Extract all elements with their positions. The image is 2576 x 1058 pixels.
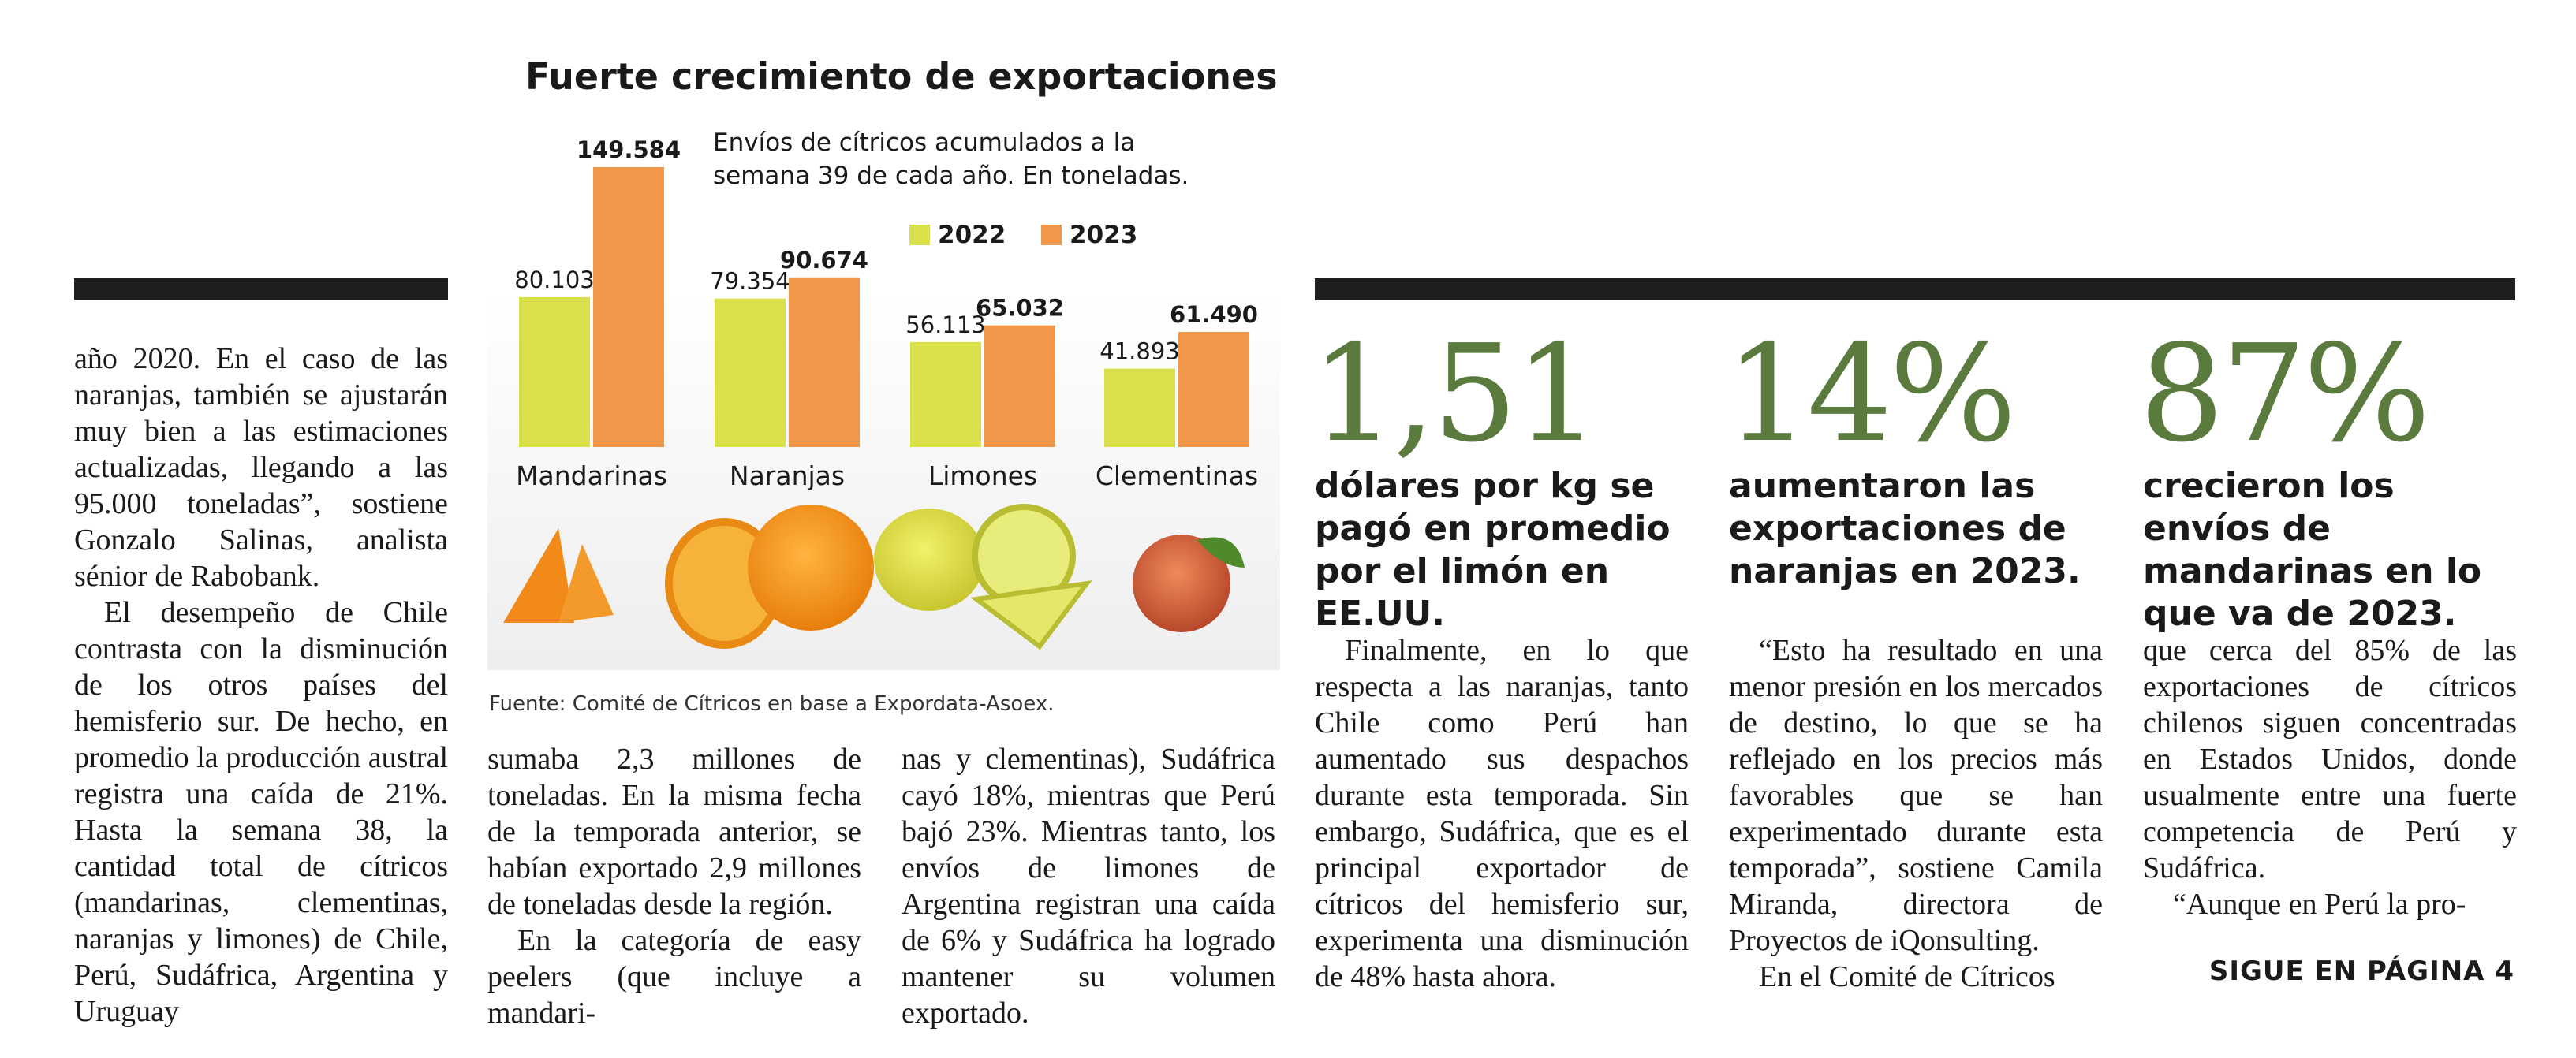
legend-swatch-2023 [1041,225,1062,245]
article-paragraph: nas y clementinas), Sudáfrica cayó 18%, … [902,743,1275,1030]
lime-icon [874,509,984,611]
legend-2022: 2022 [909,221,1006,249]
category-label: Mandarinas [516,460,667,491]
article-column-right-3: que cerca del 85% de las exportaciones d… [2143,632,2517,922]
category-label: Limones [928,460,1037,491]
article-paragraph: En el Comité de Cítricos [1759,960,2055,993]
article-column-right-2: “Esto ha resultado en una menor presión … [1729,632,2103,995]
article-paragraph: “Esto ha resultado en una menor presión … [1729,634,2103,957]
chart-subtitle: Envíos de cítricos acumulados a la seman… [713,126,1189,192]
article-column-right-1: Finalmente, en lo que respecta a las nar… [1315,632,1689,995]
article-paragraph: año 2020. En el caso de las naranjas, ta… [74,342,448,593]
data-label: 80.103 [514,266,594,293]
data-label: 41.893 [1099,338,1179,365]
bar-limones-2023 [984,325,1055,447]
data-label: 61.490 [1170,301,1258,328]
article-paragraph: En la categoría de easy peelers (que inc… [487,924,861,1030]
article-column-mid-1: sumaba 2,3 millones de toneladas. En la … [487,741,861,1031]
legend-swatch-2022 [909,225,930,245]
continue-label: SIGUE EN PÁGINA 4 [2208,956,2514,987]
legend-2023: 2023 [1041,221,1137,249]
bar-naranjas-2023 [789,277,860,447]
article-paragraph: El desempeño de Chile contrasta con la d… [74,596,448,1028]
data-label: 79.354 [710,268,790,295]
fruit-photo [503,504,1245,650]
mandarin-slice-icon [503,528,574,623]
stat-value: 1,51 [1311,316,1600,472]
article-paragraph: Finalmente, en lo que respecta a las nar… [1315,634,1689,993]
section-rule-left [74,278,448,300]
data-label: 149.584 [577,136,681,163]
stat-value: 87% [2139,316,2431,472]
article-column-mid-2: nas y clementinas), Sudáfrica cayó 18%, … [902,741,1275,1031]
bar-mandarinas-2023 [593,167,664,447]
lime-wedge-icon [970,580,1092,650]
orange-icon [748,505,874,631]
bar-limones-2022 [910,341,981,447]
bar-clementinas-2023 [1178,332,1249,447]
bar-naranjas-2022 [715,298,786,447]
bar-clementinas-2022 [1104,368,1175,447]
chart-subtitle-line: Envíos de cítricos acumulados a la [713,129,1136,157]
stat-label: dólares por kg se pagó en promedio por e… [1315,466,1671,634]
chart-title: Fuerte crecimiento de exportaciones [525,55,1278,98]
article-paragraph: que cerca del 85% de las exportaciones d… [2143,634,2517,885]
data-label: 90.674 [780,247,868,274]
clementine-icon [1133,535,1230,632]
category-label: Clementinas [1096,460,1258,491]
mandarin-slice-icon [558,544,614,623]
stat-value: 14% [1725,316,2017,472]
legend-label: 2022 [938,221,1006,249]
stat-label: crecieron los envíos de mandarinas en lo… [2143,466,2482,634]
chart-source: Fuente: Comité de Cítricos en base a Exp… [489,692,1055,716]
bar-mandarinas-2022 [519,296,590,447]
article-paragraph: “Aunque en Perú la pro- [2173,888,2466,921]
category-label: Naranjas [730,460,845,491]
data-label: 56.113 [905,311,985,338]
article-paragraph: sumaba 2,3 millones de toneladas. En la … [487,743,861,921]
data-label: 65.032 [976,295,1064,322]
chart-subtitle-line: semana 39 de cada año. En toneladas. [713,162,1189,190]
stat-label: aumentaron las exportaciones de naranjas… [1729,466,2081,591]
article-column-left: año 2020. En el caso de las naranjas, ta… [74,341,448,1030]
legend-label: 2023 [1070,221,1138,249]
section-rule-right [1315,278,2515,300]
leaf-icon [1197,537,1245,568]
